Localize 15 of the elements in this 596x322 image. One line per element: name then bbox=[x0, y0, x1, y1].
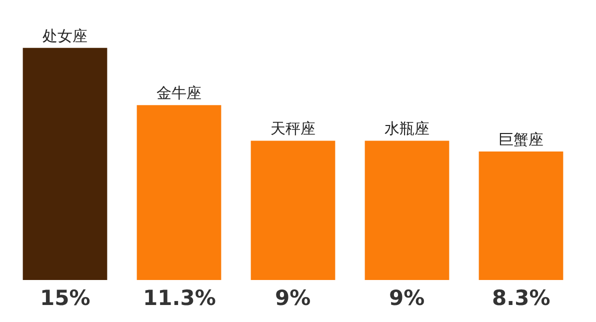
data-label: 9% bbox=[389, 286, 425, 310]
bar bbox=[250, 140, 336, 280]
x-tick-label: 水瓶座 bbox=[384, 120, 430, 138]
x-tick-label: 巨蟹座 bbox=[498, 130, 544, 149]
data-label: 11.3% bbox=[143, 286, 216, 310]
bar bbox=[478, 152, 564, 280]
x-tick-label: 天秤座 bbox=[270, 120, 316, 138]
bar bbox=[22, 48, 108, 280]
bar bbox=[136, 105, 222, 280]
bar bbox=[364, 140, 450, 280]
x-tick-label: 金牛座 bbox=[156, 84, 202, 102]
data-label: 8.3% bbox=[492, 286, 550, 310]
data-label: 9% bbox=[275, 286, 311, 310]
data-label: 15% bbox=[40, 286, 90, 310]
x-tick-label: 处女座 bbox=[42, 26, 88, 45]
